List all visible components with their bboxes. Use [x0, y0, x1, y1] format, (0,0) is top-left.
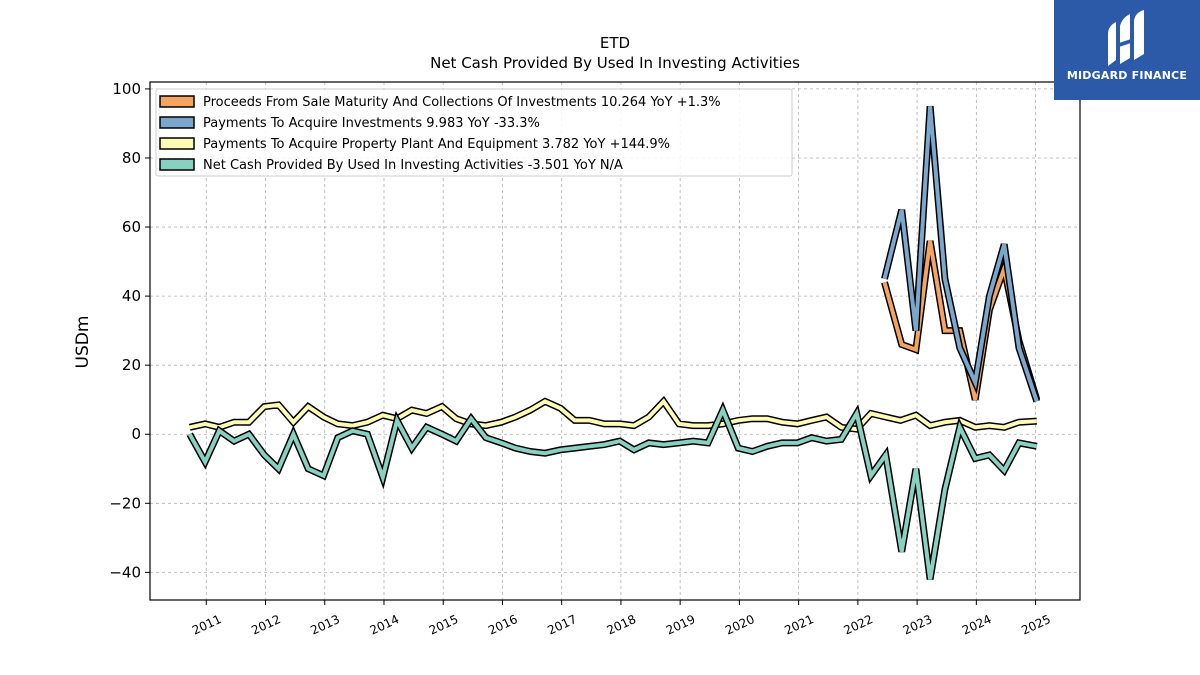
- midgard-finance-logo: MIDGARD FINANCE: [1054, 0, 1200, 100]
- x-tick-label: 2024: [960, 612, 994, 638]
- legend-box: [155, 88, 793, 177]
- x-tick-label: 2023: [901, 612, 935, 638]
- x-tick-label: 2012: [249, 612, 283, 638]
- x-tick-label: 2019: [664, 612, 698, 638]
- y-tick-label: 80: [122, 149, 141, 167]
- x-tick-label: 2021: [782, 612, 816, 638]
- legend: Proceeds From Sale Maturity And Collecti…: [155, 88, 793, 177]
- y-tick-label: 100: [112, 80, 141, 98]
- x-tick-label: 2022: [842, 612, 876, 638]
- y-tick-label: −20: [109, 494, 141, 512]
- x-tick-label: 2016: [486, 612, 520, 638]
- y-tick-label: 40: [122, 287, 141, 305]
- x-tick-label: 2020: [723, 612, 757, 638]
- series-line: [189, 398, 1037, 432]
- chart-subtitle: Net Cash Provided By Used In Investing A…: [430, 54, 800, 72]
- logo-text: MIDGARD FINANCE: [1066, 69, 1188, 82]
- x-tick-label: 2015: [427, 612, 461, 638]
- legend-swatch: [159, 137, 195, 150]
- legend-label: Proceeds From Sale Maturity And Collecti…: [203, 95, 721, 110]
- x-tick-label: 2013: [308, 612, 342, 638]
- legend-label: Payments To Acquire Investments 9.983 Yo…: [203, 116, 540, 131]
- midgard-logo-icon: [1108, 10, 1144, 66]
- y-tick-label: 0: [131, 425, 141, 443]
- legend-label: Payments To Acquire Property Plant And E…: [203, 137, 670, 152]
- y-tick-label: 60: [122, 218, 141, 236]
- chart-title: ETD: [600, 34, 630, 52]
- x-tick-label: 2025: [1019, 612, 1053, 638]
- legend-label: Net Cash Provided By Used In Investing A…: [203, 158, 623, 173]
- y-tick-label: 20: [122, 356, 141, 374]
- x-tick-label: 2014: [368, 612, 402, 638]
- plot-frame: [149, 81, 1081, 601]
- legend-swatch: [159, 116, 195, 129]
- x-tick-label: 2011: [190, 612, 224, 638]
- y-axis-label: USDm: [73, 316, 93, 369]
- series-line: [187, 405, 1038, 580]
- series-line: [882, 106, 1039, 403]
- x-tick-label: 2018: [605, 612, 639, 638]
- y-tick-label: −40: [109, 563, 141, 581]
- legend-swatch: [159, 158, 195, 171]
- x-tick-label: 2017: [545, 612, 579, 638]
- plot-series: [186, 105, 1041, 580]
- legend-swatch: [159, 95, 195, 108]
